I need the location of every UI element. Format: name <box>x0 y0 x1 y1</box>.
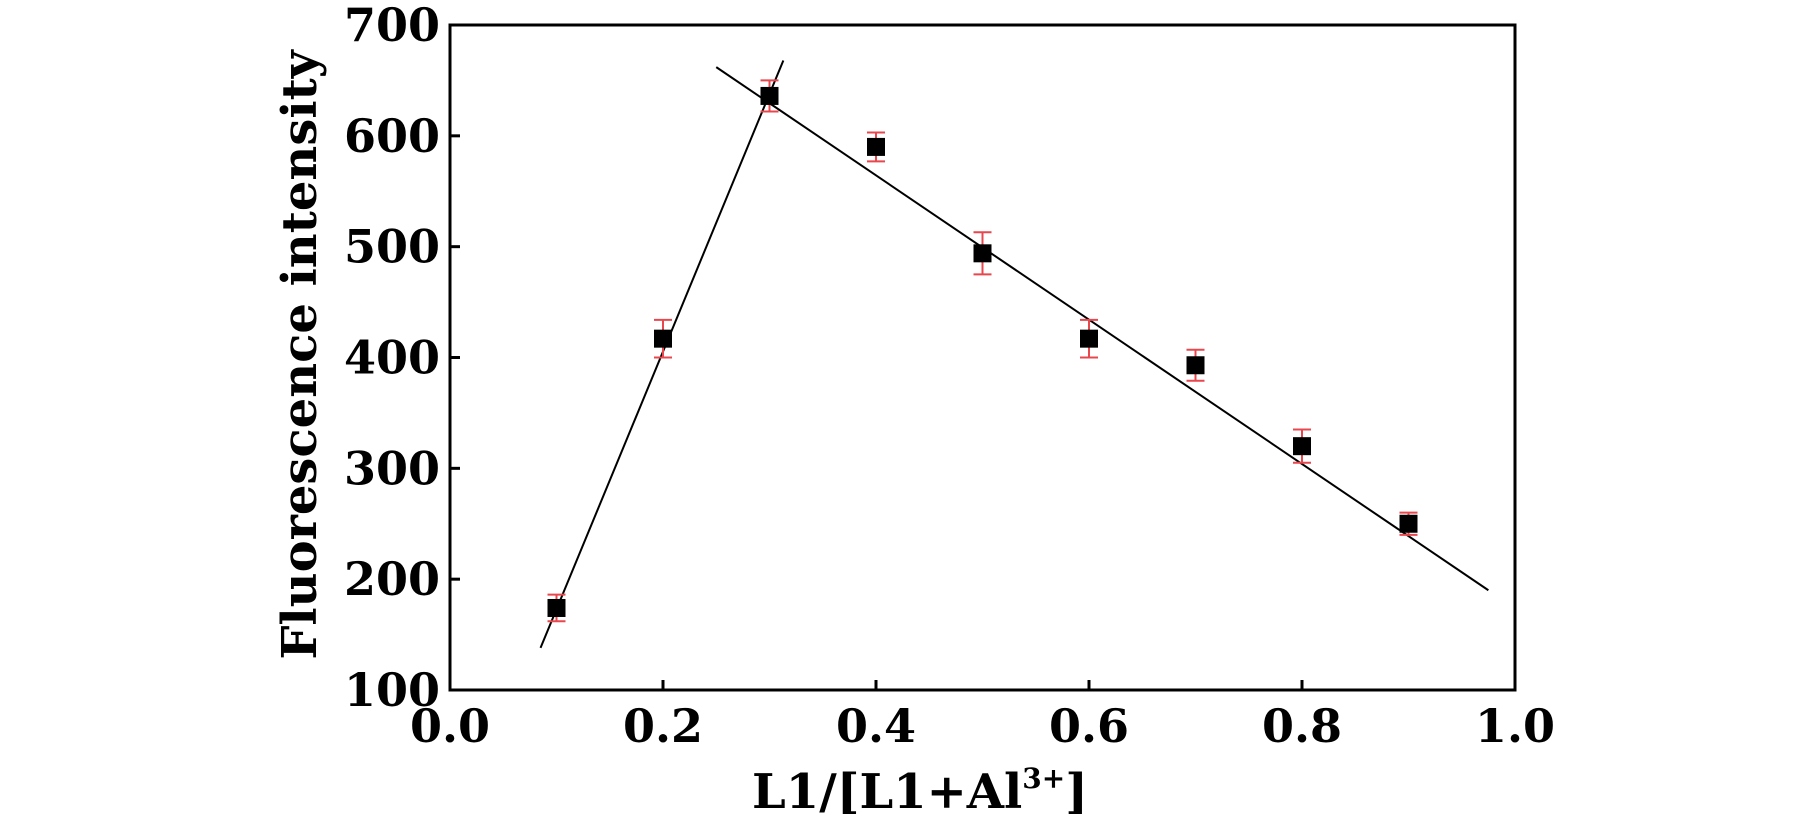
y-tick-label: 700 <box>344 0 440 52</box>
y-tick-label: 600 <box>344 109 440 163</box>
y-axis-label: Fluorescence intensity <box>272 48 328 659</box>
y-tick-label: 100 <box>344 663 440 717</box>
y-tick-label: 400 <box>344 331 440 385</box>
x-tick-label: 0.8 <box>1262 699 1342 753</box>
fit-lines <box>539 60 1489 649</box>
fit-line <box>715 66 1489 592</box>
fit-line <box>539 60 785 649</box>
y-tick-label: 500 <box>344 220 440 274</box>
x-tick-label: 0.2 <box>623 699 703 753</box>
data-point <box>547 598 566 617</box>
data-point <box>1293 437 1311 456</box>
data-point <box>973 244 992 263</box>
x-axis-label-main: L1/[L1+Al <box>752 764 1022 820</box>
plot-frame <box>448 23 1517 692</box>
x-axis-ticks: 0.0 0.2 0.4 0.6 0.8 1.0 <box>410 680 1555 753</box>
data-point <box>867 137 885 156</box>
data-point <box>1399 514 1418 533</box>
x-tick-label: 0.0 <box>410 699 490 753</box>
y-axis-ticks: 100 200 300 400 500 600 700 <box>344 0 460 717</box>
x-axis-label: L1/[L1+Al3+] <box>752 762 1088 820</box>
x-axis-label-superscript: 3+ <box>1022 762 1065 795</box>
y-tick-label: 200 <box>344 552 440 606</box>
y-tick-label: 300 <box>344 441 440 495</box>
data-point <box>1080 329 1098 348</box>
x-tick-label: 0.6 <box>1049 699 1129 753</box>
x-tick-label: 0.4 <box>836 699 916 753</box>
data-point <box>654 329 672 348</box>
x-tick-label: 1.0 <box>1475 699 1555 753</box>
data-points <box>547 86 1418 617</box>
x-axis-label-suffix: ] <box>1065 764 1088 820</box>
data-point <box>760 86 779 105</box>
error-bars <box>547 79 1418 623</box>
data-point <box>1186 356 1205 375</box>
